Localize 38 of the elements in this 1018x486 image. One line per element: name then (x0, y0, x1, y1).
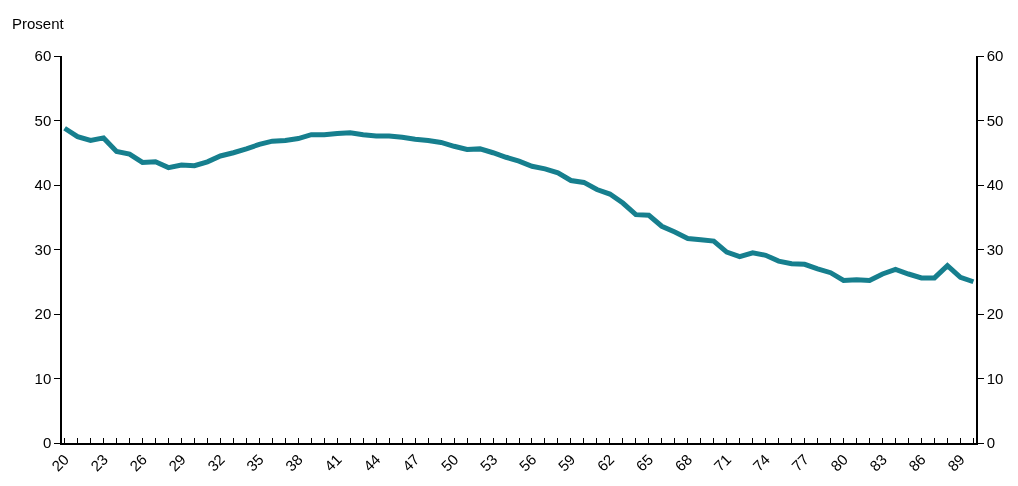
x-tick-label: 32 (203, 450, 228, 475)
y-tick-label: 60 (34, 47, 52, 65)
y-axis-title: Prosent (12, 15, 65, 32)
x-tick-label: 62 (593, 450, 618, 475)
y-tick-label: 30 (34, 240, 52, 258)
x-tick-label: 41 (320, 450, 345, 475)
x-tick-label: 56 (515, 450, 540, 475)
x-tick-label: 71 (710, 450, 735, 475)
y2-tick-label: 50 (986, 111, 1004, 129)
x-tick-label: 80 (827, 450, 851, 475)
y2-tick-label: 40 (986, 176, 1004, 194)
y-tick-label: 50 (34, 111, 52, 129)
x-tick-label: 83 (866, 450, 890, 475)
x-tick-label: 53 (476, 450, 501, 475)
x-tick-label: 35 (242, 450, 267, 475)
y2-tick-label: 10 (986, 369, 1004, 387)
x-tick-label: 65 (632, 450, 657, 475)
x-tick-label: 44 (359, 450, 384, 475)
x-tick-label: 86 (905, 450, 929, 475)
y2-tick-label: 0 (986, 434, 996, 452)
y-tick-label: 0 (42, 434, 52, 452)
x-tick-label: 59 (554, 450, 579, 475)
x-tick-label: 23 (87, 450, 111, 475)
y-tick-label: 20 (34, 305, 52, 323)
y2-tick-label: 20 (986, 305, 1004, 323)
y-tick-label: 40 (34, 176, 52, 194)
x-tick-label: 77 (788, 450, 813, 475)
x-tick-label: 29 (165, 450, 189, 475)
x-tick-label: 50 (437, 450, 462, 475)
y2-tick-label: 60 (986, 47, 1004, 65)
x-tick-label: 68 (671, 450, 696, 475)
x-tick-label: 38 (281, 450, 306, 475)
x-tick-label: 26 (126, 450, 150, 475)
x-tick-label: 47 (398, 450, 423, 475)
x-tick-label: 89 (944, 450, 968, 475)
y-tick-label: 10 (34, 369, 52, 387)
y2-tick-label: 30 (986, 240, 1004, 258)
x-tick-label: 74 (749, 450, 774, 475)
